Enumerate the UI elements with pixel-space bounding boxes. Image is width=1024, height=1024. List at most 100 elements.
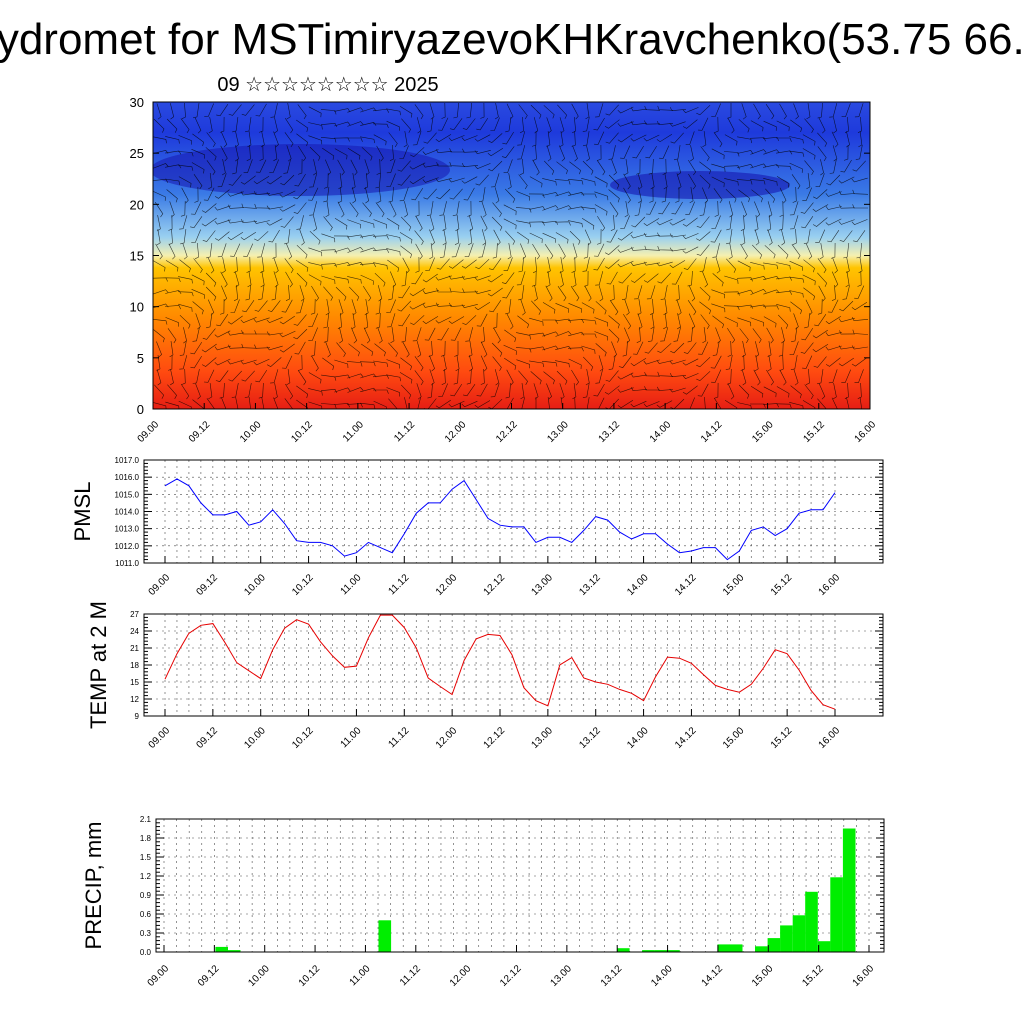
wind-barb: [416, 383, 422, 400]
wind-barb: [154, 384, 165, 399]
wind-barb: [767, 355, 772, 372]
wind-barb: [662, 158, 667, 175]
wind-barb: [297, 104, 307, 120]
wind-barb: [465, 327, 473, 342]
wind-barb: [857, 270, 862, 287]
wind-barb: [241, 343, 258, 349]
wind-barb: [737, 136, 752, 144]
wind-barb: [656, 261, 673, 267]
wind-barb: [168, 228, 173, 245]
wind-barb: [334, 108, 351, 113]
wind-barb: [669, 121, 686, 127]
wind-barb: [258, 382, 264, 399]
wind-barb: [192, 301, 204, 315]
wind-barb: [255, 159, 267, 173]
wind-barb: [776, 262, 791, 270]
wind-barb: [333, 403, 350, 408]
wind-barb: [584, 285, 592, 302]
wind-barb: [659, 145, 670, 159]
wind-barb: [726, 215, 733, 231]
y-tick-label: 15: [130, 678, 139, 687]
wind-barb: [269, 159, 279, 173]
wind-barb: [168, 354, 173, 371]
wind-barb: [568, 206, 585, 211]
wind-barb: [571, 103, 579, 120]
wind-barb: [439, 243, 447, 259]
wind-barb: [299, 285, 305, 302]
wind-barb: [228, 104, 242, 116]
wind-barb: [838, 176, 855, 184]
wind-barb: [241, 104, 255, 116]
wind-barb: [350, 159, 358, 176]
wind-barb: [617, 247, 634, 253]
wind-barb: [605, 132, 619, 144]
wind-barb: [737, 163, 754, 168]
wind-barb: [449, 302, 466, 307]
wind-barb: [825, 218, 842, 226]
wind-barb: [696, 371, 711, 382]
wind-barb: [690, 145, 694, 162]
wind-barb: [360, 219, 375, 228]
wind-barb: [776, 304, 791, 312]
wind-barb: [517, 231, 530, 244]
wind-barb: [412, 327, 422, 342]
wind-barb: [554, 221, 571, 226]
wind-barb: [415, 215, 423, 232]
wind-barb: [442, 229, 447, 246]
wind-barb: [386, 248, 401, 256]
wind-barb: [838, 357, 854, 367]
wind-barb: [254, 231, 269, 242]
wind-barb: [214, 345, 231, 351]
wind-barb: [286, 369, 291, 386]
wind-barb: [386, 387, 400, 397]
wind-barb: [228, 174, 242, 186]
cold-cores: [153, 144, 790, 199]
wind-barb: [559, 383, 565, 400]
precip-bar: [755, 946, 768, 952]
wind-barb: [580, 319, 597, 325]
wind-barb: [726, 258, 737, 273]
wind-barb: [507, 173, 512, 190]
wind-barb: [741, 369, 747, 386]
wind-barb: [323, 187, 330, 203]
wind-barb: [581, 178, 596, 186]
wind-barb: [441, 102, 446, 119]
wind-barb: [179, 355, 188, 370]
wind-barb: [401, 326, 407, 343]
wind-barb: [646, 285, 656, 300]
wind-barb: [228, 204, 245, 209]
x-tick-label: 12.12: [482, 725, 508, 751]
x-tick-label: 10.12: [289, 419, 315, 445]
x-tick-label: 12.12: [498, 963, 524, 989]
wind-barb: [569, 230, 581, 245]
wind-barb: [661, 186, 667, 203]
wind-barb: [423, 188, 437, 200]
wind-barb: [740, 214, 745, 231]
wind-barb: [825, 332, 842, 337]
wind-barb: [422, 290, 439, 294]
wind-barb: [296, 133, 308, 147]
wind-barb: [492, 242, 498, 259]
wind-barb: [669, 233, 686, 238]
y-tick-label: 5: [137, 351, 144, 366]
wind-barb: [682, 233, 699, 239]
x-tick-label: 14.12: [673, 572, 699, 598]
wind-barb: [792, 186, 797, 203]
wind-barb: [572, 383, 577, 400]
wind-barb: [825, 345, 842, 351]
wind-barb: [361, 147, 373, 161]
wind-barb: [656, 134, 673, 143]
wind-barb: [298, 354, 303, 371]
wind-barb: [279, 190, 296, 198]
wind-barb: [377, 187, 382, 204]
wind-barb: [191, 149, 205, 159]
wind-barb: [191, 162, 205, 174]
wind-barb: [696, 356, 711, 368]
wind-barb: [851, 219, 868, 225]
wind-barb: [852, 189, 869, 195]
wind-barb: [501, 146, 515, 158]
wind-barb: [386, 120, 400, 131]
wind-barb: [325, 201, 330, 218]
wind-barb: [284, 229, 291, 245]
wind-barb: [820, 159, 824, 176]
